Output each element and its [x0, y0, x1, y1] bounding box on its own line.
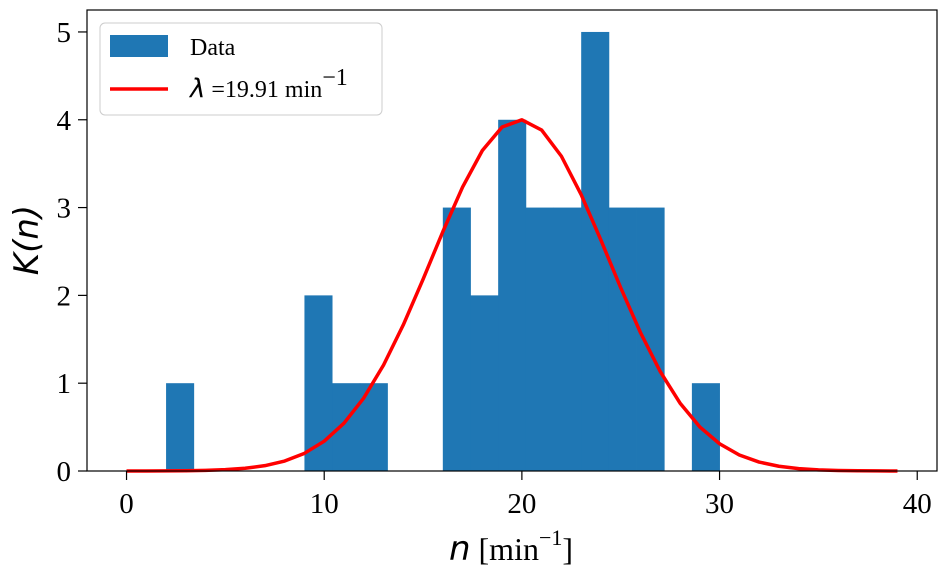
histogram-bar-8	[553, 207, 582, 472]
x-axis-ticks: 0 10 20 30 40	[119, 471, 932, 520]
poisson-fit-curve	[126, 118, 898, 473]
x-tick-label-3: 30	[705, 488, 734, 520]
histogram-bar-7	[525, 207, 554, 472]
histogram-bars	[166, 31, 720, 472]
y-tick-label-1: 1	[57, 368, 72, 400]
y-tick-label-5: 5	[57, 17, 72, 49]
histogram-bar-10	[608, 207, 637, 472]
histogram-bar-11	[636, 207, 665, 472]
histogram-bar-1	[304, 295, 333, 471]
histogram-bar-12	[691, 383, 720, 471]
legend-data-swatch	[110, 35, 168, 57]
legend-data-label: Data	[190, 35, 236, 61]
x-tick-label-0: 0	[119, 488, 134, 520]
y-tick-label-3: 3	[57, 193, 72, 225]
x-axis-label: n [min−1]	[449, 525, 573, 569]
legend: Data λ =19.91 min−1	[99, 22, 383, 116]
plot-frame	[86, 9, 938, 472]
y-tick-label-4: 4	[57, 105, 72, 137]
histogram-bar-5	[470, 295, 499, 471]
y-axis-label: K(n)	[7, 205, 47, 275]
y-tick-label-2: 2	[57, 280, 72, 312]
histogram-bar-2	[332, 383, 361, 471]
legend-fit-label: λ =19.91 min−1	[188, 65, 348, 104]
histogram-bar-0	[166, 383, 195, 471]
x-tick-label-4: 40	[903, 488, 932, 520]
legend-box	[99, 22, 383, 116]
y-axis-ticks: 0 1 2 3 4 5	[57, 17, 87, 488]
x-tick-label-2: 20	[507, 488, 536, 520]
y-tick-label-0: 0	[57, 456, 72, 488]
histogram-bar-6	[498, 119, 527, 471]
x-tick-label-1: 10	[310, 488, 339, 520]
histogram-bar-4	[442, 207, 471, 472]
